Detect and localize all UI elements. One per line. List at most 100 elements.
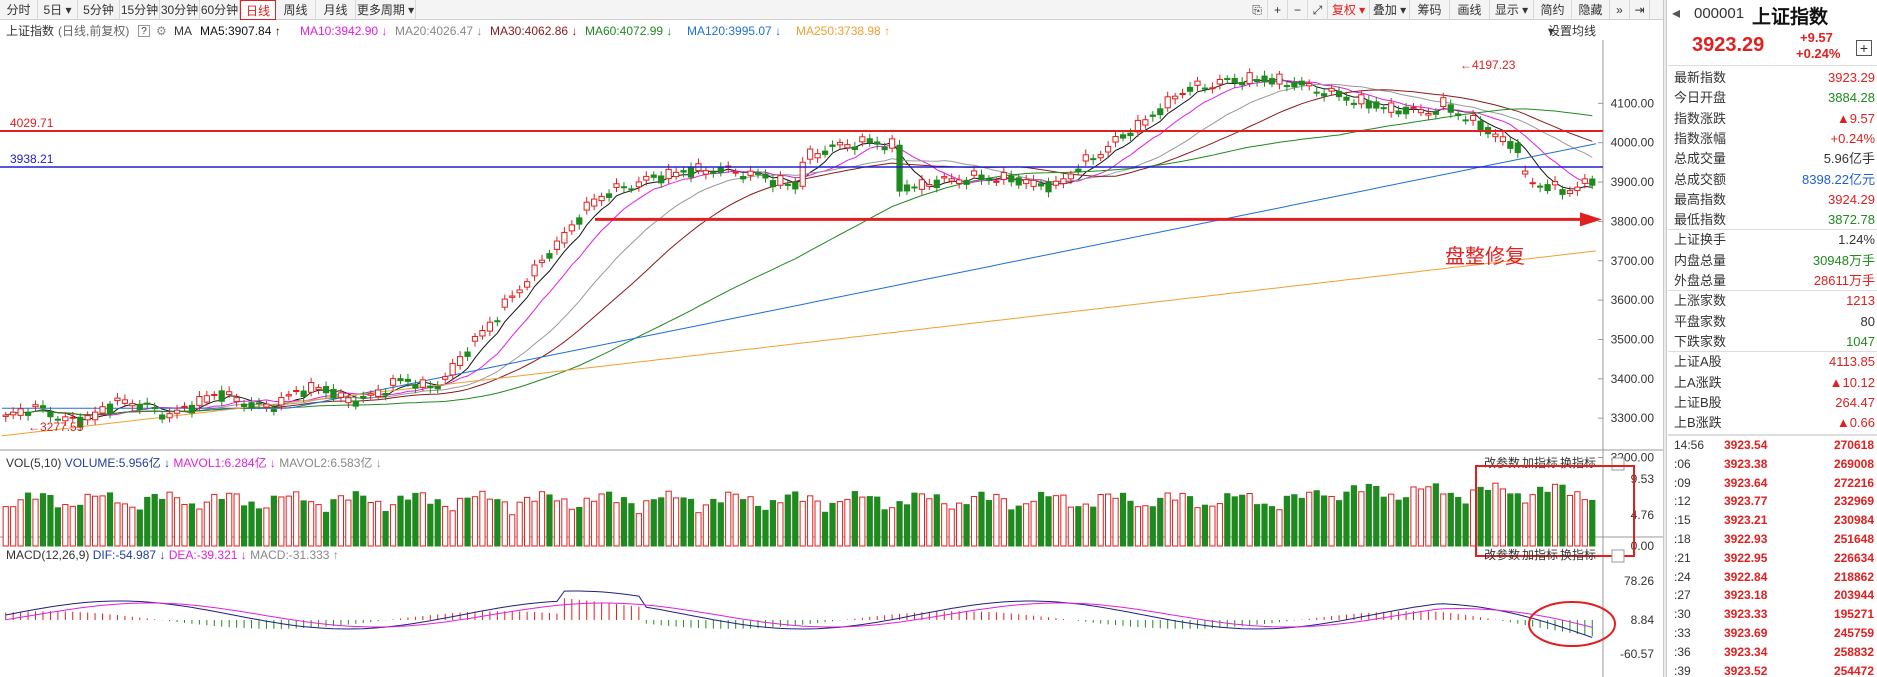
- volume-bar: [1119, 492, 1127, 547]
- ma20-line: [5, 83, 1593, 416]
- candle-body: [1469, 114, 1477, 121]
- volume-bar: [397, 495, 404, 547]
- zoom-in-icon[interactable]: +: [1268, 0, 1288, 20]
- low-marker: ←3277.55: [28, 420, 84, 434]
- add-watchlist-icon[interactable]: +: [1856, 40, 1872, 56]
- candle-body: [1142, 119, 1149, 126]
- candle-body: [382, 392, 389, 396]
- volume-bar: [270, 495, 277, 547]
- candle-body: [1537, 185, 1544, 188]
- overlay-button[interactable]: 叠加 ▾: [1370, 0, 1410, 20]
- candle-body: [39, 405, 47, 409]
- price-tick-label: 3900.00: [1611, 175, 1655, 189]
- volume-bar: [643, 500, 650, 547]
- quote-row: 总成交额 8398.22亿元: [1668, 170, 1877, 190]
- candle-body: [367, 393, 374, 396]
- volume-bar: [568, 508, 575, 547]
- tick-price: 3923.64: [1724, 475, 1768, 490]
- candle-body: [471, 335, 479, 342]
- candle-body: [1499, 136, 1506, 143]
- candle-body: [1127, 132, 1134, 137]
- volume-bar: [1023, 503, 1030, 547]
- tick-volume: 254472: [1833, 663, 1874, 677]
- tick-price: 3923.21: [1724, 513, 1768, 528]
- tick-price: 3923.77: [1724, 494, 1768, 509]
- period-more[interactable]: 更多周期 ▾: [356, 0, 416, 20]
- candle-body: [1052, 180, 1060, 186]
- collapse-icon[interactable]: ⇥: [1630, 0, 1650, 20]
- candle-body: [903, 184, 911, 192]
- lock-icon[interactable]: ⎘: [1247, 0, 1268, 20]
- volume-bar: [605, 491, 613, 547]
- candle-body: [412, 384, 419, 389]
- stock-name: 上证指数: [1752, 7, 1829, 28]
- adjust-button[interactable]: 复权 ▾: [1328, 0, 1370, 20]
- volume-bar: [1566, 494, 1574, 547]
- volume-bar: [449, 510, 456, 547]
- panel-splitter[interactable]: [1663, 0, 1667, 677]
- candle-body: [2, 414, 9, 417]
- hide-button[interactable]: 隐藏: [1572, 0, 1610, 20]
- candle-body: [136, 403, 143, 411]
- ma5-line: [5, 78, 1593, 421]
- candle-body: [1365, 100, 1372, 109]
- period-5day-label: 5日: [43, 3, 63, 17]
- ma-info-bar: 上证指数 (日线,前复权) ? ⚙ MA MA5:3907.84 ↑ MA10:…: [0, 22, 1663, 40]
- candle-body: [84, 415, 91, 421]
- ma-settings-label: 设置均线: [1548, 24, 1597, 38]
- candle-body: [978, 174, 985, 181]
- quote-row-value: 1.24%: [1838, 232, 1875, 248]
- period-tab-daily[interactable]: 日线: [240, 0, 276, 20]
- prev-stock-icon[interactable]: ◂: [1672, 5, 1681, 22]
- candle-body: [1335, 90, 1343, 98]
- ma-settings-button[interactable]: 设置均线 ▾: [1548, 24, 1597, 38]
- price-tick-label: 3600.00: [1611, 293, 1655, 307]
- price-pct: +0.24%: [1796, 46, 1841, 61]
- simple-button[interactable]: 简约: [1534, 0, 1572, 20]
- period-tab-timeshare[interactable]: 分时: [0, 0, 38, 20]
- candle-body: [144, 402, 151, 405]
- ma20-value: MA20:4026.47 ↓: [395, 24, 483, 38]
- candle-body: [278, 397, 285, 406]
- candle-body: [807, 148, 814, 160]
- candle-body: [1581, 178, 1588, 184]
- candle-body: [99, 406, 106, 414]
- candle-body: [1105, 145, 1112, 153]
- volume-bar: [1544, 491, 1551, 547]
- chip-button[interactable]: 筹码: [1410, 0, 1450, 20]
- help-icon[interactable]: ?: [138, 25, 150, 37]
- volume-bar: [710, 498, 717, 547]
- zoom-out-icon[interactable]: −: [1288, 0, 1308, 20]
- candle-body: [285, 394, 292, 397]
- volume-bar: [1373, 485, 1380, 547]
- period-tab-15min[interactable]: 15分钟: [120, 0, 160, 20]
- period-tab-5min[interactable]: 5分钟: [78, 0, 120, 20]
- period-tab-monthly[interactable]: 月线: [316, 0, 356, 20]
- volume-bar: [926, 498, 933, 547]
- kline-chart-area[interactable]: 4029.71 3938.21 4100.00 4000.00 3900.00 3800…: [0, 40, 1663, 677]
- quote-row-label: 上证B股: [1674, 394, 1722, 410]
- candle-body: [970, 170, 978, 176]
- candle-body: [740, 176, 747, 180]
- volume-bar: [1321, 495, 1328, 547]
- macd-btn-2: 换指标: [1560, 547, 1596, 562]
- candle-body: [322, 386, 330, 394]
- gear-icon[interactable]: ⚙: [156, 24, 167, 38]
- forward-icon[interactable]: »: [1610, 0, 1630, 20]
- volume-bar: [1447, 492, 1454, 547]
- period-tab-weekly[interactable]: 周线: [276, 0, 316, 20]
- volume-bar: [1030, 500, 1037, 547]
- quote-row-label: 总成交量: [1674, 151, 1727, 167]
- volume-bar: [233, 493, 240, 547]
- draw-button[interactable]: 画线: [1450, 0, 1490, 20]
- display-button[interactable]: 显示 ▾: [1490, 0, 1534, 20]
- period-tab-5day[interactable]: 5日 ▾: [38, 0, 78, 20]
- candle-body: [851, 146, 858, 150]
- fullscreen-icon[interactable]: ⤢: [1308, 0, 1328, 20]
- period-tab-30min[interactable]: 30分钟: [160, 0, 200, 20]
- high-marker: ←4197.23: [1460, 58, 1516, 72]
- candle-body: [509, 295, 516, 298]
- period-tab-60min[interactable]: 60分钟: [200, 0, 240, 20]
- volume-bar: [784, 494, 791, 547]
- index-name: 上证指数: [6, 24, 55, 38]
